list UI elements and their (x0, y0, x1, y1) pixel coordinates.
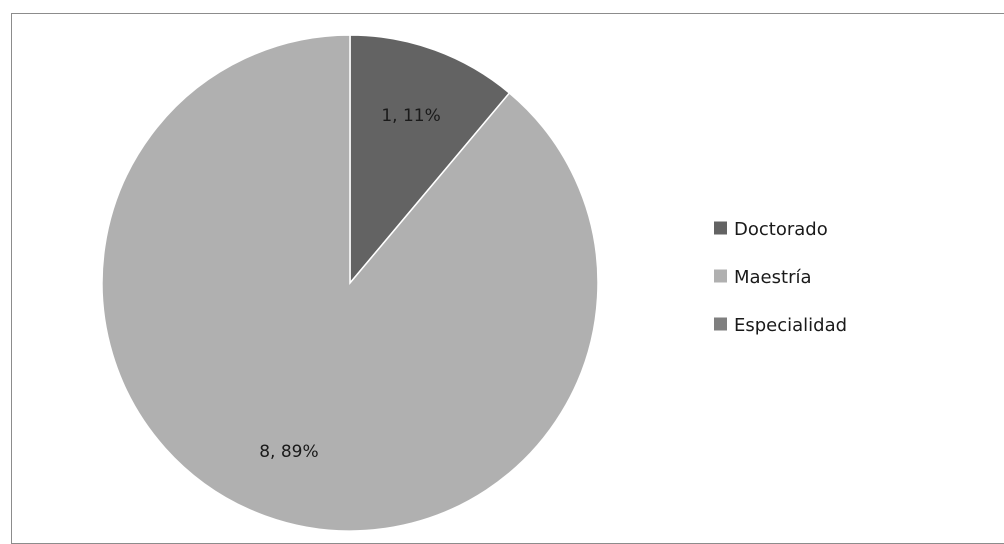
pie-data-labels: 1, 11% 8, 89% (259, 106, 441, 462)
legend-label-maestría: Maestría (734, 267, 812, 288)
legend-swatch-especialidad (714, 317, 727, 331)
legend-label-doctorado: Doctorado (734, 219, 828, 240)
legend-swatch-maestría (714, 269, 727, 283)
data-label-maestría: 8, 89% (259, 442, 318, 462)
pie-slice-maestría (101, 34, 599, 531)
legend-label-especialidad: Especialidad (734, 315, 847, 336)
legend: Doctorado Maestría Especialidad (714, 219, 847, 336)
legend-swatch-doctorado (714, 221, 727, 235)
pie-chart: 1, 11% 8, 89% Doctorado Maestría Especialid… (101, 34, 847, 531)
data-label-doctorado: 1, 11% (381, 106, 440, 126)
pie-slice-doctorado (349, 34, 511, 286)
pie-slices (101, 34, 599, 531)
